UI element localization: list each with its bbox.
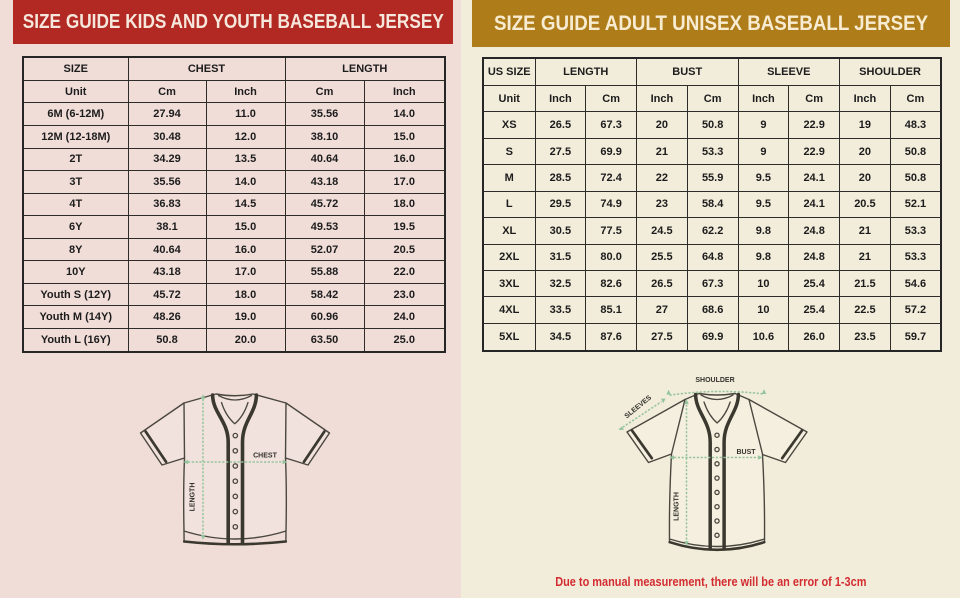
svg-text:LENGTH: LENGTH bbox=[674, 492, 681, 521]
svg-text:LENGTH: LENGTH bbox=[190, 483, 197, 512]
svg-text:SHOULDER: SHOULDER bbox=[695, 377, 734, 384]
svg-text:CHEST: CHEST bbox=[253, 453, 277, 460]
svg-text:BUST: BUST bbox=[736, 449, 756, 456]
